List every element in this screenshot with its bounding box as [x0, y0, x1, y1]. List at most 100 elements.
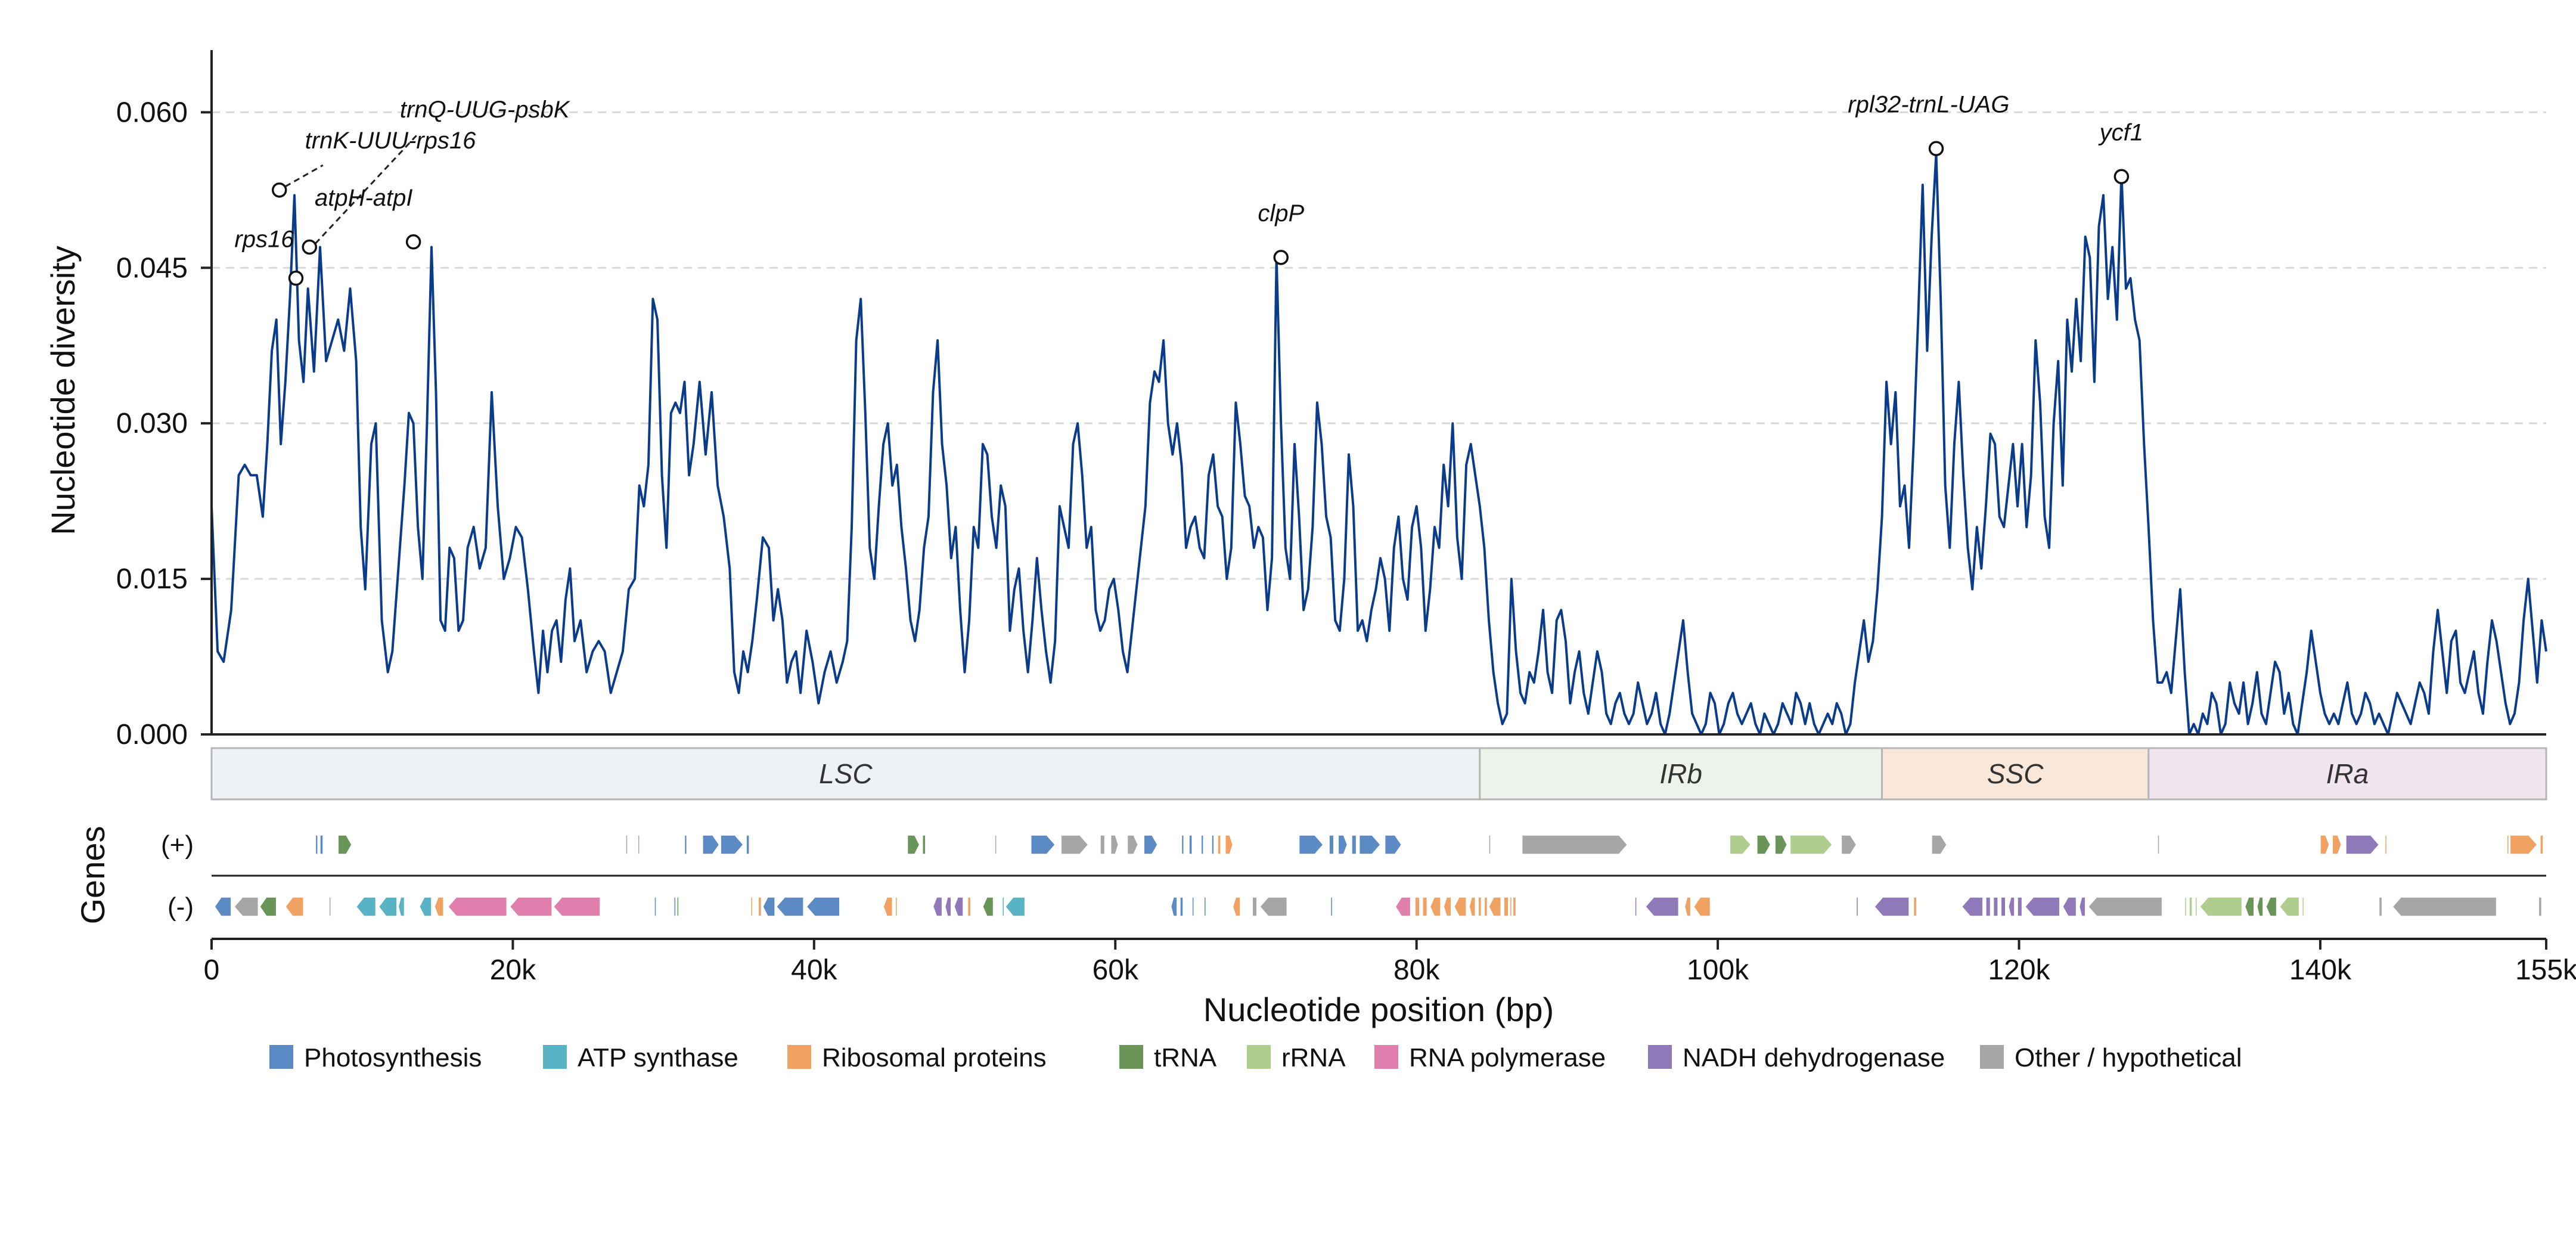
peak-marker: [2113, 169, 2130, 184]
gene-minus: [944, 897, 952, 917]
x-axis-title: Nucleotide position (bp): [1203, 991, 1554, 1028]
diversity-line: [210, 152, 2547, 736]
peak-label: trnQ-UUG-psbK: [400, 97, 571, 123]
gene-minus: [1961, 897, 1984, 917]
gene-plus: [1384, 835, 1402, 855]
gene-minus: [1478, 897, 1482, 917]
gene-minus: [2378, 897, 2383, 917]
gene-minus: [1001, 897, 1005, 917]
gene-minus: [2008, 897, 2015, 917]
gene-minus: [1488, 897, 1501, 917]
peak-marker: [271, 182, 287, 198]
gene-plus: [1358, 835, 1382, 855]
gene-minus: [2024, 897, 2060, 917]
gene-plus: [702, 835, 720, 855]
gene-minus: [447, 897, 508, 917]
gene-plus: [1521, 835, 1628, 855]
gene-minus: [378, 897, 398, 917]
x-tick-label: 60k: [1093, 954, 1139, 986]
gene-plus: [1060, 835, 1089, 855]
gene-minus: [1634, 897, 1637, 917]
gene-minus: [214, 897, 232, 917]
gene-minus: [284, 897, 304, 917]
region-lsc: [210, 747, 1481, 801]
gene-minus: [398, 897, 405, 917]
legend-label-ndh: NADH dehydrogenase: [1683, 1043, 1945, 1072]
diversity-line-layer: [210, 152, 2547, 736]
gene-plus: [1188, 835, 1193, 855]
gene-minus: [1180, 897, 1184, 917]
x-tick-label: 40k: [791, 954, 837, 986]
gene-minus: [2257, 897, 2264, 917]
gene-plus: [1110, 835, 1119, 855]
gene-plus: [1337, 835, 1348, 855]
peak-leader-line: [315, 134, 418, 244]
gene-minus: [1414, 897, 1420, 917]
y-tick-label: 0.030: [116, 408, 188, 439]
legend-label-ribo: Ribosomal proteins: [822, 1043, 1047, 1072]
peak-marker: [405, 234, 421, 250]
gene-minus: [233, 897, 259, 917]
gene-minus: [2265, 897, 2277, 917]
gene-minus: [509, 897, 553, 917]
gene-minus: [1429, 897, 1441, 917]
gene-minus: [1483, 897, 1488, 917]
gene-plus: [1126, 835, 1138, 855]
gene-plus: [2509, 835, 2538, 855]
gene-minus: [1503, 897, 1509, 917]
gene-minus: [1873, 897, 1910, 917]
gene-minus: [1693, 897, 1711, 917]
gene-minus: [1170, 897, 1178, 917]
gene-minus: [1469, 897, 1476, 917]
gene-minus: [328, 897, 331, 917]
gene-minus: [1512, 897, 1517, 917]
x-tick-label: 100k: [1687, 954, 1749, 986]
gene-plus: [1729, 835, 1752, 855]
gene-track: [212, 835, 2546, 917]
gene-minus: [750, 897, 753, 917]
peak-marker: [1273, 250, 1289, 265]
gene-minus: [434, 897, 444, 917]
legend-swatch-photo: [269, 1045, 293, 1069]
gene-plus: [2320, 835, 2330, 855]
legend-swatch-ndh: [1648, 1045, 1672, 1069]
gene-minus: [2301, 897, 2305, 917]
gene-track-title: Genes: [74, 826, 111, 925]
gene-minus: [418, 897, 432, 917]
gene-minus: [259, 897, 277, 917]
gene-plus: [1217, 835, 1221, 855]
gene-plus: [1224, 835, 1234, 855]
gene-minus: [1644, 897, 1680, 917]
gene-minus: [1395, 897, 1411, 917]
gene-plus: [2540, 835, 2544, 855]
peak-label: rpl32-trnL-UAG: [1848, 91, 2009, 117]
y-tick-label: 0.060: [116, 97, 188, 128]
gene-minus: [1855, 897, 1859, 917]
gene-plus: [337, 835, 352, 855]
gene-plus: [2332, 835, 2342, 855]
gene-plus: [907, 835, 920, 855]
y-tick-label: 0.015: [116, 563, 188, 595]
legend-swatch-atp: [543, 1045, 567, 1069]
gene-plus: [1200, 835, 1204, 855]
axes: 0.000 0.015 0.030 0.045 0.060 0 20k 40k 60k 80k 10…: [116, 50, 2576, 986]
gene-minus: [762, 897, 775, 917]
gene-minus: [1454, 897, 1467, 917]
gene-plus: [2345, 835, 2380, 855]
peak-label: atpH-atpI: [315, 185, 413, 211]
minus-strand-label: (-): [167, 892, 194, 922]
legend-label-trna: tRNA: [1154, 1043, 1217, 1072]
gene-minus: [1203, 897, 1207, 917]
gene-minus: [895, 897, 898, 917]
gene-minus: [674, 897, 676, 917]
gene-minus: [1422, 897, 1428, 917]
gene-plus: [1298, 835, 1324, 855]
legend-swatch-trna: [1119, 1045, 1143, 1069]
gene-minus: [355, 897, 377, 917]
gene-minus: [2078, 897, 2086, 917]
peak-leader-line: [284, 164, 324, 188]
gene-minus: [2062, 897, 2077, 917]
gene-plus: [1774, 835, 1788, 855]
gene-minus: [1004, 897, 1026, 917]
gene-plus: [315, 835, 318, 855]
